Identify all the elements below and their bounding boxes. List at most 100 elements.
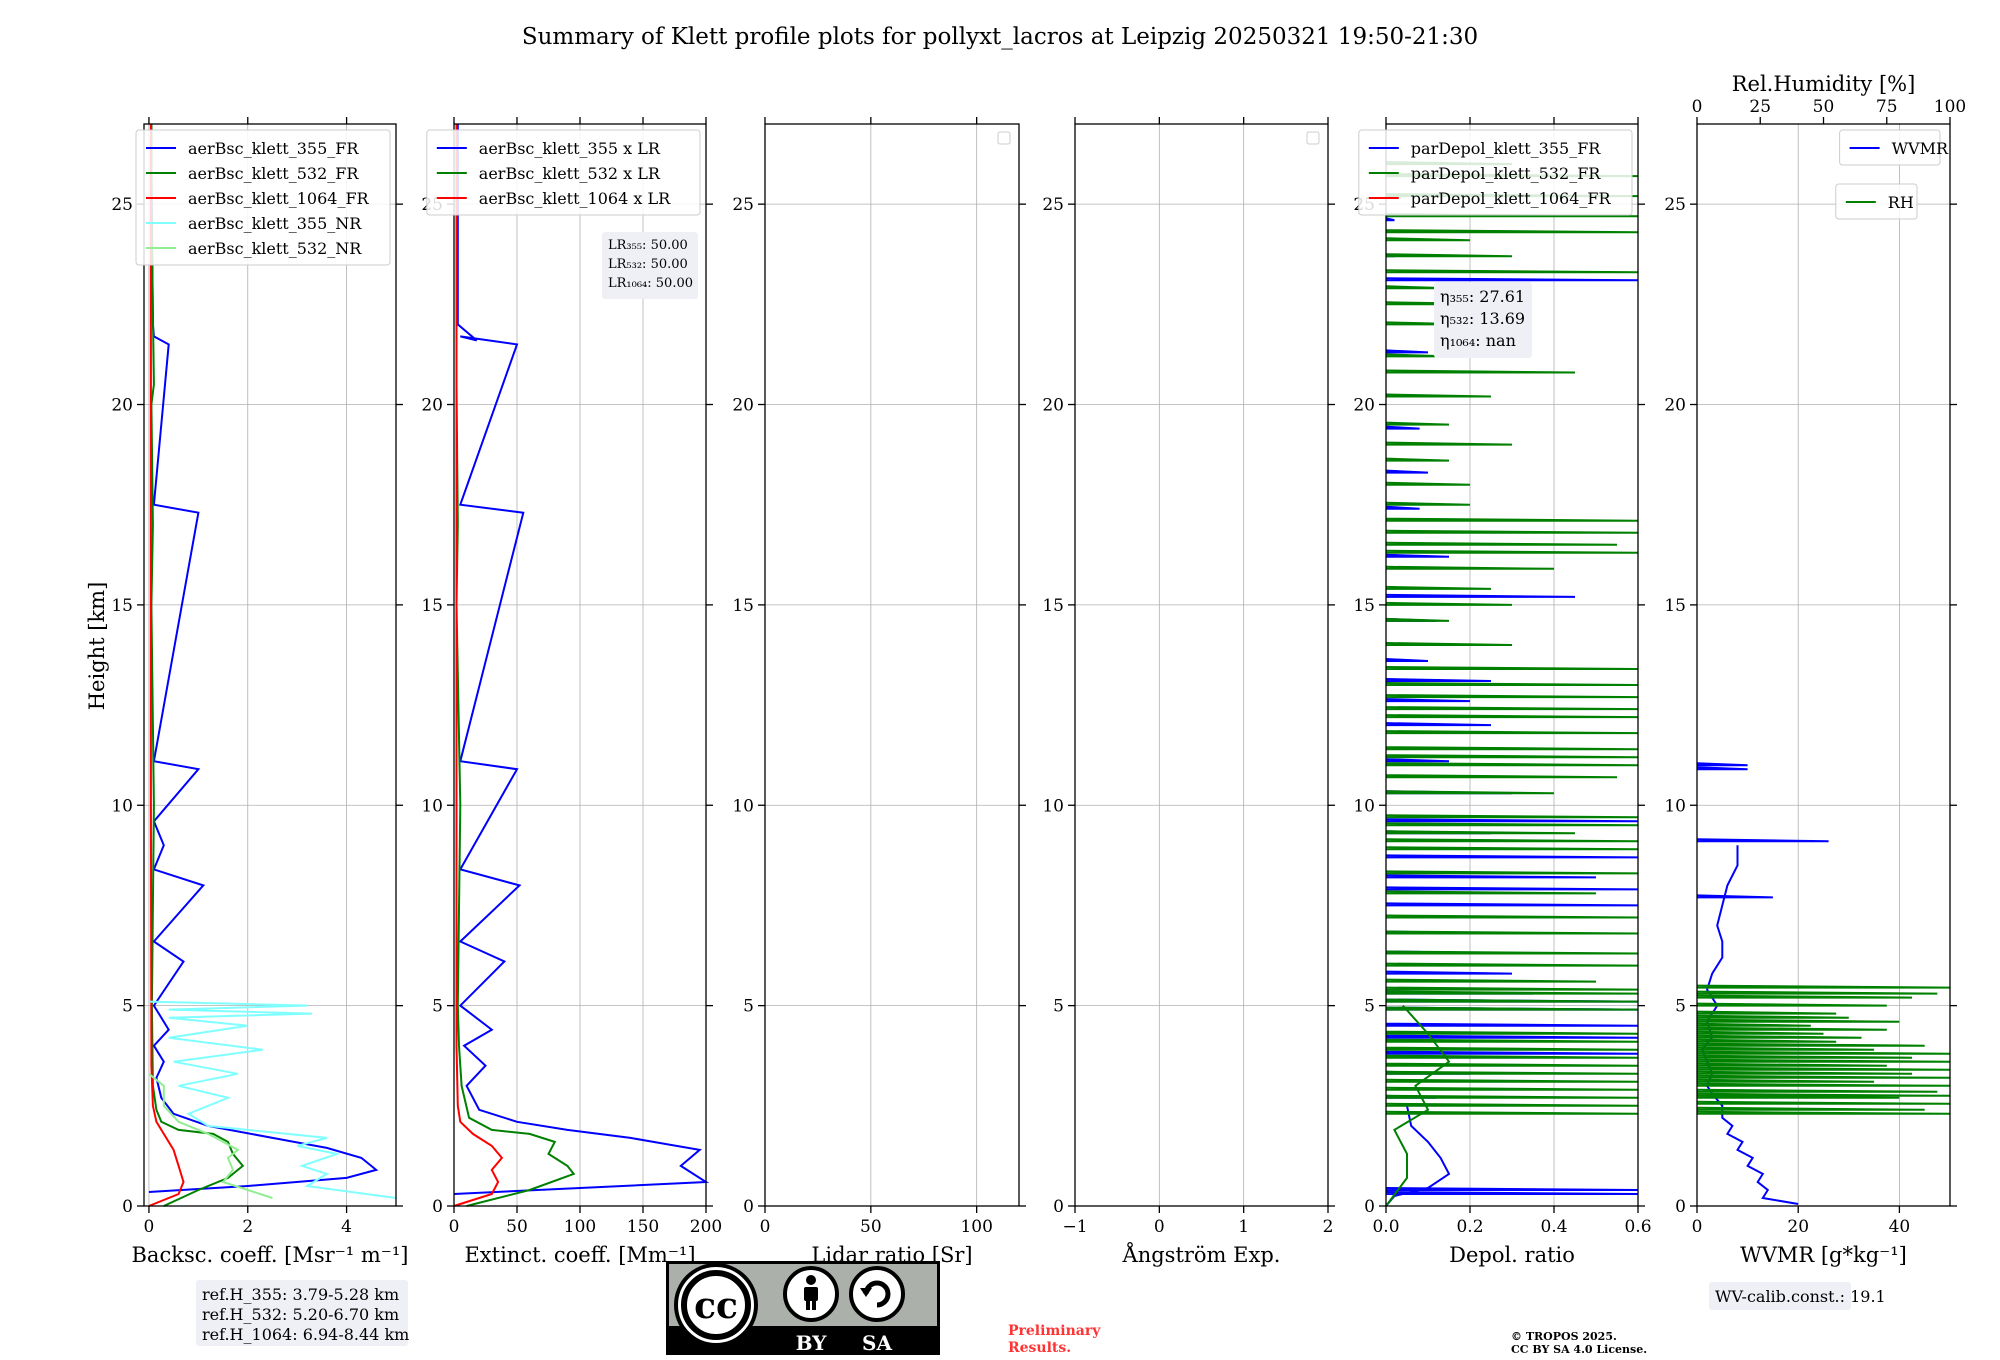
y-tick-label: 0: [1364, 1197, 1375, 1217]
preliminary-line-1: Preliminary: [1008, 1323, 1101, 1339]
y-tick-label: 20: [1353, 396, 1375, 416]
x-axis-label: Depol. ratio: [1449, 1243, 1575, 1267]
y-tick-label: 10: [421, 796, 443, 816]
series-spike-parDepol_klett_532_FR: [1385, 754, 1639, 759]
y-tick-label: 5: [432, 997, 443, 1017]
y-tick-label: 20: [111, 396, 133, 416]
series-spike-RH: [1696, 1026, 1887, 1031]
series-spike-parDepol_klett_532_FR: [1385, 1030, 1639, 1035]
series-spike-parDepol_klett_532_FR: [1385, 870, 1639, 875]
series-spike-WVMR: [1696, 766, 1748, 771]
wv-calibration-box-bg: [1709, 1282, 1851, 1310]
annotation-line: η₃₅₅: 27.61: [1440, 287, 1525, 306]
series-spike-RH: [1696, 1092, 1951, 1097]
axes-frame: [143, 123, 397, 1207]
series-spike-parDepol_klett_355_FR: [1385, 970, 1513, 975]
y-tick-label: 0: [743, 1197, 754, 1217]
series-group-wv: [1696, 762, 1951, 1205]
x-tick-label: 50: [506, 1217, 528, 1237]
x-tick-label: 2: [1323, 1217, 1334, 1237]
series-spike-parDepol_klett_532_FR: [1385, 229, 1639, 234]
series-spike-RH: [1696, 1030, 1824, 1035]
empty-legend-box: [1306, 131, 1320, 145]
series-spike-RH: [1696, 1002, 1887, 1007]
legend-entry: aerBsc_klett_1064 x LR: [479, 189, 671, 208]
series-spike-parDepol_klett_532_FR: [1385, 930, 1639, 935]
legend-depol: parDepol_klett_355_FR parDepol_klett_532_…: [1358, 129, 1633, 216]
axes-frame: [1385, 123, 1639, 1207]
series-spike-WVMR: [1696, 762, 1748, 767]
series-spike-parDepol_klett_355_FR: [1385, 886, 1639, 891]
annotation-line: η₁₀₆₄: nan: [1440, 331, 1516, 350]
series-spike-parDepol_klett_532_FR: [1385, 501, 1471, 506]
x-tick-label: 0: [449, 1217, 460, 1237]
legend-entry: aerBsc_klett_532_NR: [188, 239, 362, 258]
x-tick-label: 150: [627, 1217, 659, 1237]
series-spike-parDepol_klett_355_FR: [1385, 553, 1450, 558]
x-tick-label: 0: [144, 1217, 155, 1237]
series-spike-RH: [1696, 1088, 1938, 1093]
series-spike-parDepol_klett_355_FR: [1385, 874, 1597, 879]
y-tick-label: 20: [1042, 396, 1064, 416]
series-spike-parDepol_klett_532_FR: [1385, 253, 1513, 258]
legend-entry: aerBsc_klett_355_NR: [188, 214, 362, 233]
top-tick-label: 25: [1749, 97, 1771, 117]
series-spike-parDepol_klett_532_FR: [1385, 950, 1639, 955]
figure-title: Summary of Klett profile plots for polly…: [522, 24, 1478, 50]
y-tick-label: 5: [1053, 997, 1064, 1017]
series-spike-parDepol_klett_532_FR: [1385, 986, 1639, 991]
series-spike-parDepol_klett_355_FR: [1385, 217, 1395, 222]
series-spike-parDepol_klett_532_FR: [1385, 774, 1618, 779]
series-spike-parDepol_klett_532_FR: [1385, 790, 1555, 795]
x-axis-label: Extinct. coeff. [Mm⁻¹]: [464, 1243, 695, 1267]
x-tick-label: 0: [1692, 1217, 1703, 1237]
series-spike-parDepol_klett_532_FR: [1385, 762, 1639, 767]
legend-wvmr: WVMR: [1839, 129, 1949, 166]
cc-badge-sa-label: SA: [862, 1331, 892, 1355]
y-tick-label: 0: [432, 1197, 443, 1217]
series-spike-parDepol_klett_532_FR: [1385, 730, 1639, 735]
series-spike-parDepol_klett_355_FR: [1385, 758, 1450, 763]
series-spike-RH: [1696, 1018, 1900, 1023]
series-line-aerBsc_klett_355 x LR: [453, 124, 710, 1195]
series-spike-parDepol_klett_532_FR: [1385, 601, 1513, 606]
series-line-aerBsc_klett_532_FR: [150, 124, 245, 1207]
series-spike-parDepol_klett_532_FR: [1385, 617, 1450, 622]
series-spike-parDepol_klett_532_FR: [1385, 838, 1639, 843]
legend-box: [1358, 129, 1633, 216]
series-spike-RH: [1696, 1100, 1951, 1105]
series-spike-parDepol_klett_532_FR: [1385, 978, 1597, 983]
series-spike-parDepol_klett_532_FR: [1385, 585, 1492, 590]
series-spike-RH: [1696, 984, 1951, 989]
cc-badge-by-label: BY: [796, 1331, 828, 1355]
x-tick-label: 0.6: [1624, 1217, 1651, 1237]
y-tick-label: 5: [1675, 997, 1686, 1017]
x-tick-label: 20: [1787, 1217, 1809, 1237]
series-spike-parDepol_klett_532_FR: [1385, 237, 1471, 242]
y-tick-label: 5: [1364, 997, 1375, 1017]
x-tick-label: 40: [1889, 1217, 1911, 1237]
series-line-aerBsc_klett_532 x LR: [455, 124, 576, 1207]
series-spike-parDepol_klett_532_FR: [1385, 421, 1450, 426]
series-spike-parDepol_klett_355_FR: [1385, 349, 1429, 354]
x-tick-label: 100: [564, 1217, 596, 1237]
preliminary-line-2: Results.: [1008, 1340, 1071, 1356]
series-spike-RH: [1696, 1058, 1951, 1063]
y-tick-label: 15: [1042, 596, 1064, 616]
cc-logo-icon: cc: [674, 1263, 758, 1347]
series-spike-parDepol_klett_532_FR: [1385, 962, 1639, 967]
x-tick-label: 50: [860, 1217, 882, 1237]
series-spike-parDepol_klett_532_FR: [1385, 666, 1639, 670]
x-tick-label: 0.2: [1456, 1217, 1483, 1237]
legend-box: [426, 129, 701, 216]
series-spike-parDepol_klett_355_FR: [1385, 854, 1639, 859]
series-spike-parDepol_klett_532_FR: [1385, 1054, 1639, 1059]
y-tick-label: 10: [732, 796, 754, 816]
y-tick-label: 10: [1664, 796, 1686, 816]
reference-height-box: ref.H_355: 3.79-5.28 km ref.H_532: 5.20-…: [196, 1280, 409, 1346]
series-spike-parDepol_klett_532_FR: [1385, 822, 1639, 827]
legend-entry: aerBsc_klett_355 x LR: [479, 139, 661, 158]
series-spike-parDepol_klett_532_FR: [1385, 830, 1576, 835]
